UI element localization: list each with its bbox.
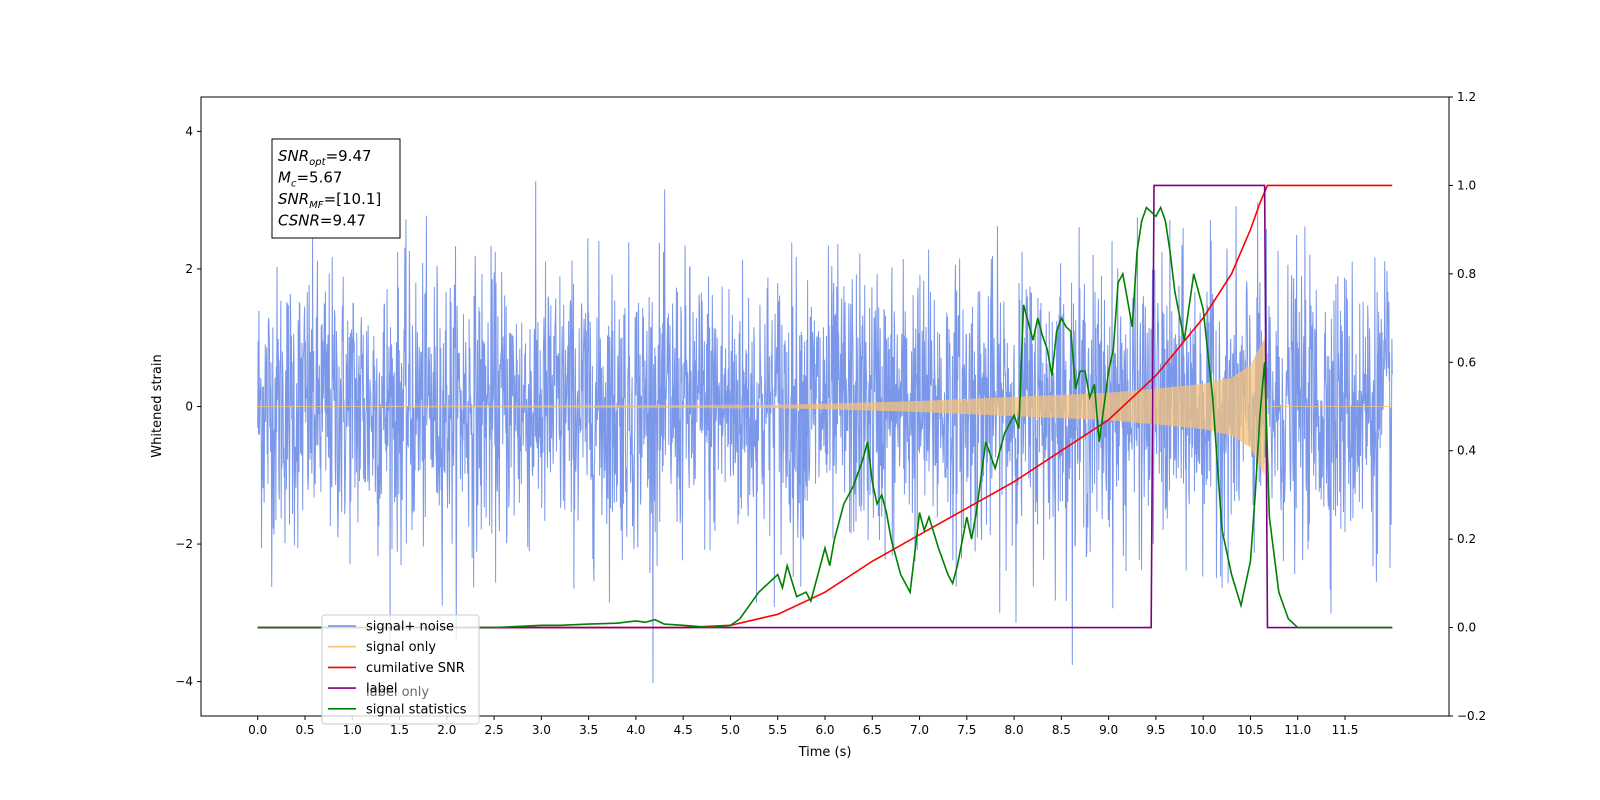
- x-axis: 0.0 0.5 1.0 1.5 2.0 2.5 3.0 3.5 4.0 4.5 5.0 5.5 6.0 6…: [248, 716, 1358, 737]
- annotation-line: Mc=5.67: [278, 169, 342, 190]
- x-tick-label: 9.5: [1146, 723, 1165, 737]
- series-label: [257, 184, 1393, 629]
- legend-label: cumilative SNR: [366, 661, 465, 676]
- x-tick-label: 0.5: [295, 723, 314, 737]
- x-tick-label: 3.5: [579, 723, 598, 737]
- x-tick-label: 0.0: [248, 723, 267, 737]
- x-tick-label: 5.5: [768, 723, 787, 737]
- x-tick-label: 4.0: [626, 723, 645, 737]
- y2-tick-label: 1.0: [1457, 178, 1476, 192]
- x-tick-label: 11.0: [1284, 723, 1311, 737]
- y2-tick-label: −0.2: [1457, 709, 1486, 723]
- y2-tick-label: 1.2: [1457, 90, 1476, 104]
- legend-label: label: [366, 682, 397, 697]
- x-axis-label: Time (s): [798, 745, 852, 760]
- series-cumulative-snr: [257, 184, 1393, 629]
- y2-tick-label: 0.6: [1457, 355, 1476, 369]
- x-tick-label: 8.0: [1005, 723, 1024, 737]
- annotation-value: =5.67: [296, 169, 342, 187]
- x-tick-label: 2.0: [437, 723, 456, 737]
- legend: label only signal+ noise signal only cumil…: [321, 614, 480, 725]
- y-tick-label: −2: [175, 537, 193, 551]
- x-tick-label: 7.0: [910, 723, 929, 737]
- x-tick-label: 2.5: [485, 723, 504, 737]
- x-tick-label: 11.5: [1332, 723, 1359, 737]
- annotation-value: =9.47: [320, 212, 366, 230]
- y-axis-left: −4 −2 0 2 4: [175, 124, 201, 689]
- annotation-subscript: MF: [309, 200, 324, 211]
- annotation-line: SNRMF=[10.1]: [278, 190, 381, 211]
- annotation-value: =[10.1]: [324, 190, 382, 208]
- x-tick-label: 7.5: [957, 723, 976, 737]
- y2-tick-label: 0.8: [1457, 267, 1476, 281]
- annotation-symbol: M: [278, 169, 291, 187]
- x-tick-label: 3.0: [532, 723, 551, 737]
- plot-area: [257, 181, 1393, 684]
- legend-label: signal statistics: [366, 702, 467, 717]
- y-axis-right: −0.2 0.0 0.2 0.4 0.6 0.8 1.0 1.2: [1449, 90, 1486, 723]
- x-tick-label: 4.5: [674, 723, 693, 737]
- legend-ghost-text: label only: [366, 685, 429, 700]
- y-tick-label: −4: [175, 675, 193, 689]
- annotation-symbol: SNR: [278, 190, 309, 208]
- legend-label: signal+ noise: [366, 620, 454, 635]
- legend-label: signal only: [366, 640, 436, 655]
- legend-frame: [321, 614, 480, 725]
- annotation-symbol: SNR: [278, 147, 309, 165]
- annotation-subscript: opt: [309, 157, 326, 168]
- x-tick-label: 10.0: [1190, 723, 1217, 737]
- x-tick-label: 8.5: [1052, 723, 1071, 737]
- x-tick-label: 9.0: [1099, 723, 1118, 737]
- x-tick-label: 1.0: [343, 723, 362, 737]
- annotation-subscript: c: [291, 179, 297, 190]
- y2-tick-label: 0.4: [1457, 444, 1476, 458]
- x-tick-label: 10.5: [1237, 723, 1264, 737]
- y-tick-label: 0: [185, 400, 193, 414]
- y2-tick-label: 0.0: [1457, 621, 1476, 635]
- x-tick-label: 6.0: [815, 723, 834, 737]
- annotation-symbol: CSNR: [278, 212, 320, 230]
- x-tick-label: 1.5: [390, 723, 409, 737]
- y-axis-label: Whitened strain: [150, 354, 165, 457]
- annotation-line: SNRopt=9.47: [278, 147, 372, 168]
- series-signal-statistics: [257, 205, 1393, 629]
- annotation-frame: [271, 138, 401, 239]
- y-tick-label: 4: [185, 124, 193, 138]
- series-signal-only: [257, 337, 1393, 475]
- y-tick-label: 2: [185, 262, 193, 276]
- annotation-line: CSNR=9.47: [278, 212, 366, 230]
- y2-tick-label: 0.2: [1457, 532, 1476, 546]
- x-tick-label: 6.5: [863, 723, 882, 737]
- annotation-value: =9.47: [326, 147, 372, 165]
- x-tick-label: 5.0: [721, 723, 740, 737]
